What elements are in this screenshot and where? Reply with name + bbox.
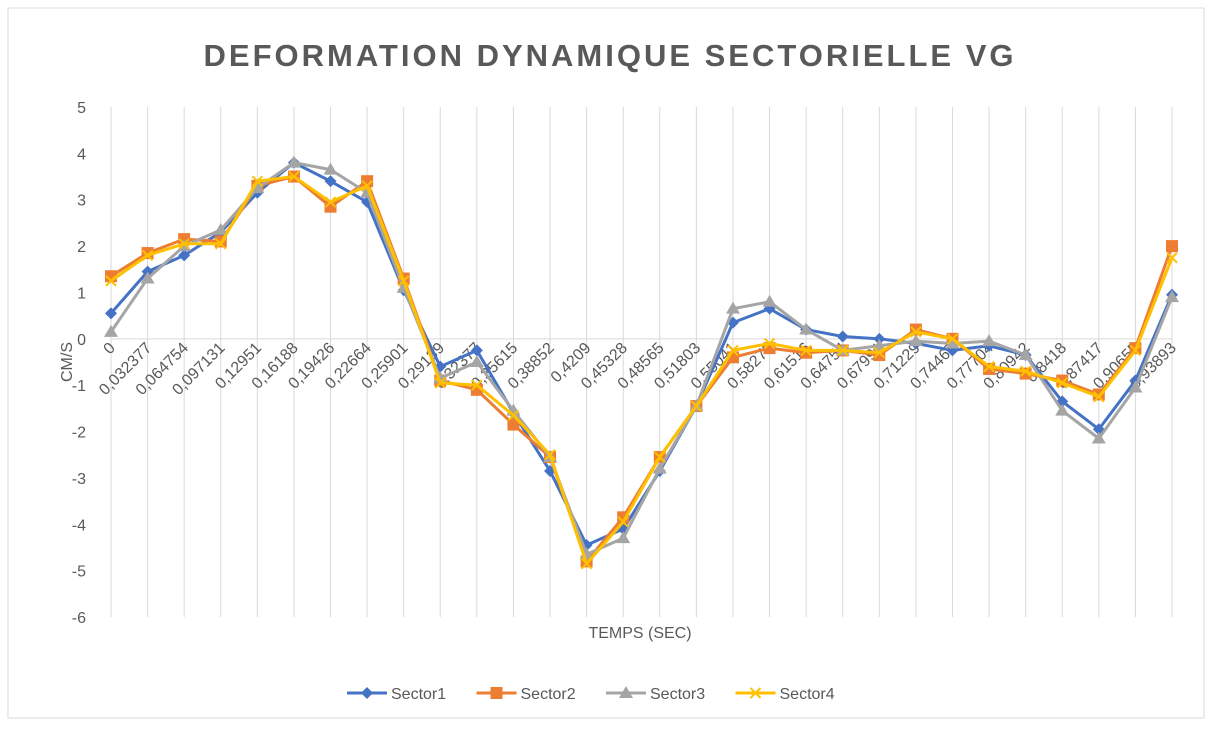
x-axis-label: TEMPS (SEC) bbox=[588, 625, 691, 642]
marker bbox=[1055, 403, 1070, 416]
marker bbox=[1166, 251, 1178, 264]
marker bbox=[690, 400, 703, 412]
legend-item: Sector1 bbox=[347, 686, 446, 703]
marker bbox=[1093, 391, 1105, 403]
y-tick-label: 3 bbox=[77, 193, 86, 210]
marker bbox=[725, 301, 740, 314]
marker bbox=[288, 170, 300, 183]
marker bbox=[141, 249, 154, 262]
series-line bbox=[110, 175, 1174, 566]
marker bbox=[762, 294, 777, 307]
marker bbox=[872, 338, 887, 351]
y-axis-label: CM/S bbox=[59, 342, 76, 382]
marker bbox=[324, 196, 337, 208]
y-tick-label: 0 bbox=[77, 332, 86, 349]
marker bbox=[837, 344, 849, 357]
y-tick-label: 1 bbox=[77, 285, 86, 302]
marker bbox=[800, 344, 812, 357]
marker bbox=[1129, 344, 1142, 357]
marker bbox=[908, 334, 923, 347]
marker bbox=[471, 379, 483, 391]
legend-label: Sector4 bbox=[780, 686, 835, 703]
marker bbox=[945, 336, 960, 349]
y-tick-label: -5 bbox=[72, 564, 86, 581]
series bbox=[104, 155, 1179, 560]
marker bbox=[544, 449, 556, 461]
marker bbox=[946, 333, 959, 345]
legend-label: Sector1 bbox=[391, 686, 446, 703]
legend-item: Sector2 bbox=[476, 686, 576, 703]
marker bbox=[580, 557, 593, 570]
marker bbox=[619, 686, 633, 698]
marker bbox=[1018, 348, 1033, 361]
marker bbox=[1165, 290, 1179, 303]
marker bbox=[1019, 365, 1032, 377]
marker bbox=[397, 275, 410, 287]
legend-item: Sector3 bbox=[606, 686, 705, 703]
legend-label: Sector3 bbox=[650, 686, 705, 703]
marker bbox=[727, 344, 739, 357]
marker bbox=[910, 326, 922, 338]
marker bbox=[490, 687, 503, 699]
y-tick-label: -6 bbox=[72, 610, 86, 627]
marker bbox=[982, 334, 997, 347]
marker bbox=[251, 175, 264, 187]
marker bbox=[983, 360, 995, 373]
marker bbox=[1056, 377, 1068, 389]
marker bbox=[361, 180, 373, 192]
marker bbox=[1128, 380, 1143, 393]
marker bbox=[799, 322, 814, 335]
y-tick-label: -2 bbox=[72, 425, 86, 442]
y-tick-label: 2 bbox=[77, 239, 86, 256]
legend-item: Sector4 bbox=[735, 686, 835, 703]
marker bbox=[654, 451, 666, 463]
legend-label: Sector2 bbox=[521, 686, 576, 703]
marker bbox=[469, 355, 484, 367]
y-tick-label: 4 bbox=[77, 146, 86, 163]
marker bbox=[652, 461, 667, 474]
marker bbox=[324, 175, 337, 188]
y-tick-label: -1 bbox=[72, 378, 86, 395]
marker bbox=[105, 275, 117, 287]
marker bbox=[104, 324, 118, 337]
marker bbox=[749, 687, 762, 699]
marker bbox=[323, 162, 338, 175]
marker bbox=[178, 249, 191, 262]
marker bbox=[507, 418, 520, 431]
y-tick-label: -3 bbox=[72, 471, 86, 488]
marker bbox=[434, 377, 446, 389]
marker bbox=[763, 337, 776, 350]
marker bbox=[470, 344, 483, 357]
marker bbox=[1166, 240, 1178, 253]
marker bbox=[105, 307, 117, 320]
marker bbox=[361, 687, 373, 699]
marker bbox=[1091, 431, 1106, 444]
marker bbox=[213, 222, 228, 235]
chart-title: DEFORMATION DYNAMIQUE SECTORIELLE VG bbox=[204, 38, 1017, 73]
series bbox=[105, 170, 1178, 570]
y-tick-label: -4 bbox=[72, 517, 86, 534]
marker bbox=[215, 238, 227, 250]
marker bbox=[286, 155, 301, 168]
marker bbox=[178, 238, 190, 250]
marker bbox=[140, 271, 155, 284]
y-tick-label: 5 bbox=[77, 100, 86, 117]
marker bbox=[873, 347, 886, 359]
chart-frame bbox=[7, 7, 1205, 719]
marker bbox=[617, 516, 629, 528]
marker bbox=[836, 330, 849, 343]
marker bbox=[507, 409, 520, 422]
marker bbox=[616, 531, 631, 544]
